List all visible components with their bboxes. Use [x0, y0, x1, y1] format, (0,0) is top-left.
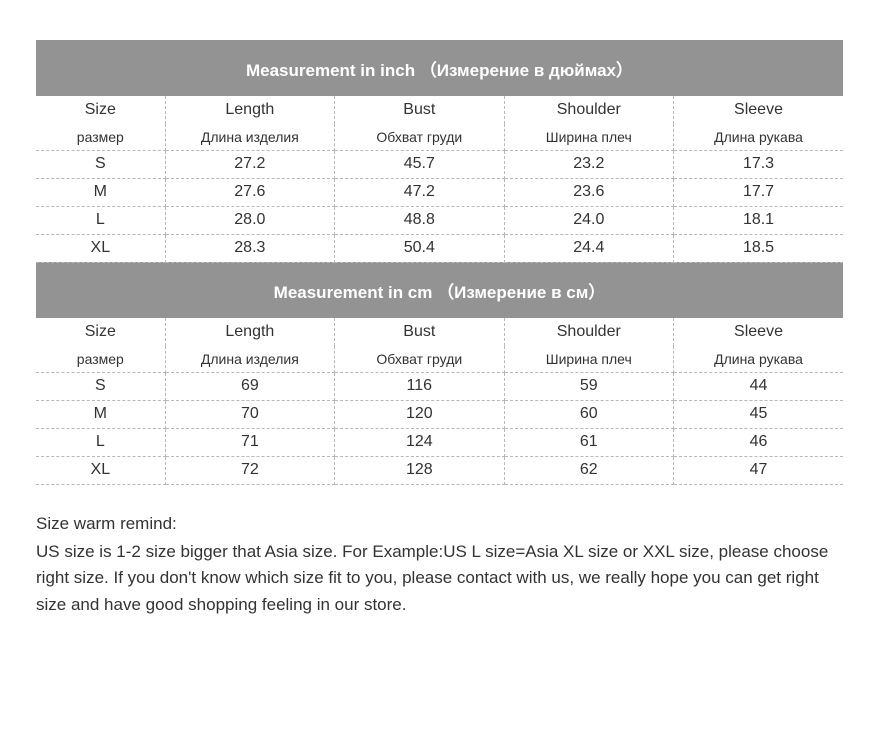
- table-row: S 27.2 45.7 23.2 17.3: [36, 150, 843, 178]
- cell: 45: [674, 400, 843, 428]
- cell: M: [36, 400, 165, 428]
- col-header: Shoulder: [504, 96, 673, 124]
- col-subheader: Обхват груди: [335, 124, 504, 150]
- cell: L: [36, 428, 165, 456]
- cell: 72: [165, 456, 334, 484]
- cell: XL: [36, 456, 165, 484]
- header-row-ru: размер Длина изделия Обхват груди Ширина…: [36, 346, 843, 372]
- col-subheader: Ширина плеч: [504, 124, 673, 150]
- col-subheader: Длина рукава: [674, 124, 843, 150]
- col-header: Shoulder: [504, 318, 673, 346]
- header-row-en: Size Length Bust Shoulder Sleeve: [36, 318, 843, 346]
- col-header: Length: [165, 318, 334, 346]
- col-header: Size: [36, 96, 165, 124]
- cell: 48.8: [335, 206, 504, 234]
- cell: 44: [674, 372, 843, 400]
- banner-text: Measurement in inch （Измерение в дюймах）: [36, 40, 843, 96]
- cell: 23.2: [504, 150, 673, 178]
- remind-title: Size warm remind:: [36, 511, 843, 537]
- cell: 28.3: [165, 234, 334, 262]
- remind-body: US size is 1-2 size bigger that Asia siz…: [36, 539, 843, 618]
- cell: 27.6: [165, 178, 334, 206]
- col-subheader: Длина изделия: [165, 346, 334, 372]
- cell: 17.3: [674, 150, 843, 178]
- cell: L: [36, 206, 165, 234]
- cell: S: [36, 372, 165, 400]
- cell: 116: [335, 372, 504, 400]
- cell: 47.2: [335, 178, 504, 206]
- cell: 18.5: [674, 234, 843, 262]
- size-remind-block: Size warm remind: US size is 1-2 size bi…: [36, 511, 843, 618]
- cell: 18.1: [674, 206, 843, 234]
- table-row: L 28.0 48.8 24.0 18.1: [36, 206, 843, 234]
- cell: M: [36, 178, 165, 206]
- col-subheader: Ширина плеч: [504, 346, 673, 372]
- cell: 71: [165, 428, 334, 456]
- cell: 46: [674, 428, 843, 456]
- col-subheader: Длина рукава: [674, 346, 843, 372]
- col-header: Bust: [335, 96, 504, 124]
- cell: 128: [335, 456, 504, 484]
- cell: 50.4: [335, 234, 504, 262]
- col-subheader: размер: [36, 124, 165, 150]
- banner-text: Measurement in cm （Измерение в см）: [36, 262, 843, 318]
- cell: 24.0: [504, 206, 673, 234]
- section-banner: Measurement in inch （Измерение в дюймах）: [36, 40, 843, 96]
- cell: 69: [165, 372, 334, 400]
- col-subheader: Длина изделия: [165, 124, 334, 150]
- col-header: Sleeve: [674, 96, 843, 124]
- table-row: L 71 124 61 46: [36, 428, 843, 456]
- cell: 23.6: [504, 178, 673, 206]
- col-header: Size: [36, 318, 165, 346]
- cell: 62: [504, 456, 673, 484]
- cell: 28.0: [165, 206, 334, 234]
- cell: 70: [165, 400, 334, 428]
- table-row: M 70 120 60 45: [36, 400, 843, 428]
- cell: 45.7: [335, 150, 504, 178]
- col-header: Bust: [335, 318, 504, 346]
- cell: 124: [335, 428, 504, 456]
- size-chart-table: Measurement in inch （Измерение в дюймах）…: [36, 40, 843, 485]
- col-header: Sleeve: [674, 318, 843, 346]
- table-row: M 27.6 47.2 23.6 17.7: [36, 178, 843, 206]
- cell: 61: [504, 428, 673, 456]
- cell: 60: [504, 400, 673, 428]
- section-banner: Measurement in cm （Измерение в см）: [36, 262, 843, 318]
- table-row: XL 28.3 50.4 24.4 18.5: [36, 234, 843, 262]
- col-subheader: Обхват груди: [335, 346, 504, 372]
- cell: XL: [36, 234, 165, 262]
- cell: 24.4: [504, 234, 673, 262]
- col-subheader: размер: [36, 346, 165, 372]
- col-header: Length: [165, 96, 334, 124]
- cell: 120: [335, 400, 504, 428]
- cell: 47: [674, 456, 843, 484]
- header-row-en: Size Length Bust Shoulder Sleeve: [36, 96, 843, 124]
- cell: 59: [504, 372, 673, 400]
- cell: 27.2: [165, 150, 334, 178]
- header-row-ru: размер Длина изделия Обхват груди Ширина…: [36, 124, 843, 150]
- table-row: XL 72 128 62 47: [36, 456, 843, 484]
- cell: 17.7: [674, 178, 843, 206]
- cell: S: [36, 150, 165, 178]
- table-row: S 69 116 59 44: [36, 372, 843, 400]
